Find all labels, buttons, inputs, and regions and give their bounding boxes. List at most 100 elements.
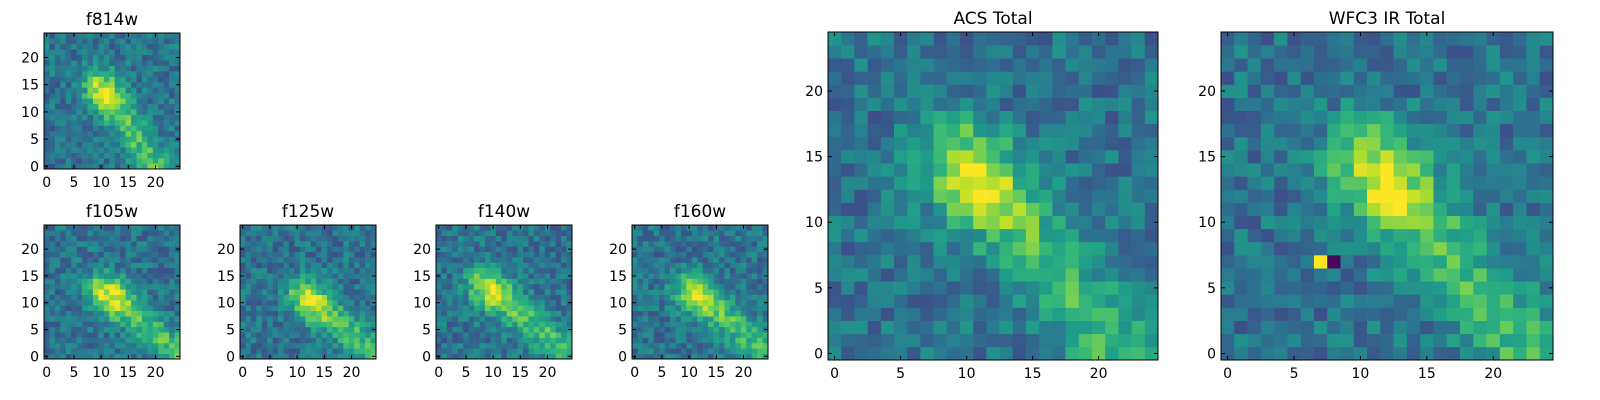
- heatmap-cell: [680, 273, 687, 279]
- heatmap-cell: [708, 283, 714, 290]
- heatmap-cell: [1499, 241, 1514, 256]
- heatmap-cell: [337, 225, 344, 231]
- heatmap-cell: [452, 316, 459, 322]
- heatmap-cell: [1340, 97, 1355, 112]
- heatmap-cell: [933, 320, 948, 335]
- heatmap-cell: [468, 262, 475, 269]
- heatmap-cell: [98, 65, 105, 72]
- heatmap-cell: [468, 230, 475, 237]
- heatmap-cell: [359, 267, 366, 274]
- heatmap-cell: [1380, 163, 1394, 177]
- heatmap-cell: [713, 283, 720, 290]
- heatmap-cell: [642, 332, 649, 338]
- heatmap-cell: [65, 65, 72, 72]
- heatmap-cell: [841, 150, 855, 164]
- heatmap-cell: [109, 43, 116, 50]
- heatmap-cell: [501, 353, 508, 360]
- x-tick-label: 15: [119, 175, 137, 191]
- y-tick-label: 20: [21, 242, 39, 258]
- heatmap-cell: [642, 310, 649, 317]
- heatmap-cell: [1340, 136, 1355, 151]
- heatmap-cell: [561, 235, 567, 242]
- heatmap-cell: [60, 103, 67, 110]
- heatmap-cell: [49, 49, 56, 56]
- heatmap-cell: [751, 230, 758, 237]
- x-tick-label: 10: [1352, 366, 1370, 382]
- heatmap-cell: [152, 103, 159, 110]
- heatmap-cell: [332, 348, 339, 354]
- heatmap-cell: [1327, 123, 1341, 138]
- heatmap-cell: [1039, 241, 1053, 256]
- heatmap-cell: [1460, 189, 1474, 203]
- heatmap-cell: [490, 273, 497, 279]
- heatmap-cell: [920, 228, 934, 243]
- heatmap-cell: [544, 241, 551, 247]
- heatmap-cell: [713, 257, 720, 263]
- heatmap-cell: [495, 262, 502, 269]
- heatmap-cell: [1092, 215, 1106, 230]
- heatmap-cell: [327, 225, 333, 231]
- heatmap-cell: [87, 130, 94, 137]
- heatmap-cell: [933, 202, 948, 216]
- heatmap-cell: [436, 283, 442, 290]
- heatmap-cell: [1367, 163, 1381, 177]
- heatmap-cell: [54, 257, 61, 263]
- heatmap-cell: [125, 158, 132, 164]
- heatmap-cell: [109, 230, 116, 237]
- heatmap-cell: [283, 300, 290, 306]
- heatmap-cell: [114, 289, 121, 295]
- heatmap-cell: [250, 262, 257, 269]
- heatmap-cell: [446, 321, 453, 328]
- heatmap-cell: [283, 337, 290, 344]
- heatmap-cell: [1221, 294, 1235, 308]
- heatmap-cell: [1353, 123, 1368, 138]
- heatmap-cell: [907, 228, 921, 243]
- heatmap-cell: [54, 152, 61, 159]
- heatmap-cell: [973, 333, 987, 348]
- heatmap-cell: [54, 87, 61, 94]
- heatmap-cell: [1287, 58, 1301, 72]
- heatmap-cell: [136, 120, 143, 126]
- heatmap-cell: [550, 235, 556, 242]
- heatmap-cell: [278, 251, 284, 258]
- heatmap-cell: [1287, 202, 1301, 216]
- heatmap-cell: [697, 305, 704, 312]
- heatmap-cell: [1118, 123, 1132, 138]
- heatmap-cell: [724, 300, 731, 306]
- heatmap-cell: [544, 230, 551, 237]
- y-tick-label: 15: [609, 269, 627, 285]
- heatmap-cell: [114, 158, 121, 164]
- heatmap-cell: [54, 125, 61, 132]
- heatmap-cell: [762, 342, 769, 349]
- heatmap-cell: [1287, 176, 1301, 190]
- heatmap-cell: [653, 326, 660, 333]
- heatmap-cell: [44, 60, 50, 66]
- heatmap-cell: [746, 353, 752, 360]
- heatmap-cell: [114, 120, 121, 126]
- heatmap-cell: [441, 262, 448, 269]
- heatmap-cell: [354, 321, 360, 328]
- heatmap-cell: [136, 246, 143, 253]
- heatmap-cell: [174, 98, 181, 105]
- heatmap-cell: [147, 278, 154, 285]
- heatmap-cell: [907, 71, 921, 85]
- heatmap-cell: [1313, 294, 1328, 308]
- heatmap-cell: [523, 294, 529, 301]
- heatmap-cell: [250, 294, 257, 301]
- heatmap-cell: [294, 289, 301, 295]
- heatmap-cell: [1052, 202, 1066, 216]
- heatmap-cell: [894, 346, 908, 361]
- heatmap-cell: [49, 235, 56, 242]
- heatmap-cell: [169, 81, 175, 88]
- heatmap-cell: [713, 262, 720, 269]
- heatmap-cell: [523, 353, 529, 360]
- heatmap-cell: [174, 87, 181, 94]
- heatmap-cell: [517, 273, 524, 279]
- heatmap-cell: [713, 337, 720, 344]
- heatmap-cell: [65, 289, 72, 295]
- heatmap-cell: [986, 32, 1000, 46]
- heatmap-cell: [973, 97, 987, 112]
- heatmap-cell: [114, 278, 121, 285]
- heatmap-cell: [1012, 32, 1027, 46]
